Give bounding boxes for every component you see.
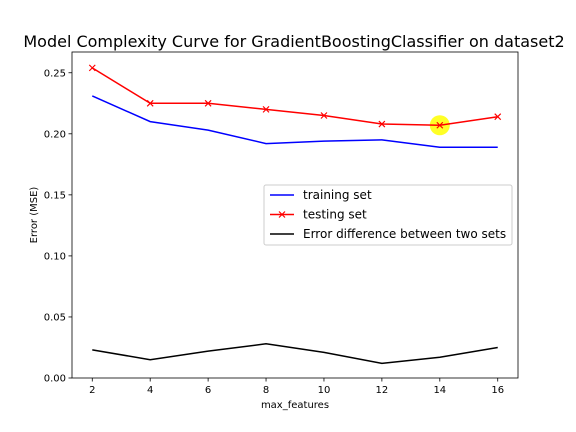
series-line-1 <box>91 95 498 148</box>
x-axis-label: max_features <box>261 400 329 411</box>
legend-label: testing set <box>303 208 367 222</box>
x-tick-label: 2 <box>89 385 95 396</box>
series-layer <box>88 64 502 365</box>
series-point-marker <box>320 112 328 119</box>
series-point-marker <box>146 99 154 107</box>
legend-box <box>263 184 513 246</box>
y-tick-label: 0.25 <box>44 68 66 79</box>
x-tick-label: 6 <box>205 385 211 396</box>
x-tick-label: 10 <box>318 385 331 396</box>
legend-label: training set <box>303 188 372 202</box>
y-axis-label: Error (MSE) <box>29 187 40 244</box>
x-tick-label: 12 <box>376 385 389 396</box>
y-tick-label: 0.05 <box>44 312 66 323</box>
y-tick-label: 0.20 <box>44 129 66 140</box>
series-point-marker <box>378 120 386 128</box>
x-tick-label: 14 <box>433 385 446 396</box>
y-tick-label: 0.10 <box>44 251 66 262</box>
series-point-marker <box>262 105 270 113</box>
legend-marker <box>278 211 286 218</box>
legend-label: Error difference between two sets <box>303 227 506 241</box>
x-tick-label: 8 <box>263 385 269 396</box>
chart-title: Model Complexity Curve for GradientBoost… <box>23 32 564 51</box>
series-line-2 <box>91 67 498 127</box>
y-tick-label: 0.00 <box>44 374 66 385</box>
series-line-3 <box>92 343 498 365</box>
series-point-marker <box>494 113 502 121</box>
series-point-marker <box>436 121 444 129</box>
axis-ticks: 2 4 6 8 10 12 14 16 0.00 0.05 0.10 0.15 0.20 0.25 <box>44 68 504 396</box>
plot-frame <box>71 51 519 379</box>
y-tick-label: 0.15 <box>44 190 66 201</box>
series-point-marker <box>204 99 212 107</box>
legend: training set testing set Error difference … <box>263 184 513 246</box>
series-point-marker <box>88 64 96 72</box>
x-tick-label: 4 <box>147 385 153 396</box>
x-tick-label: 16 <box>491 385 504 396</box>
